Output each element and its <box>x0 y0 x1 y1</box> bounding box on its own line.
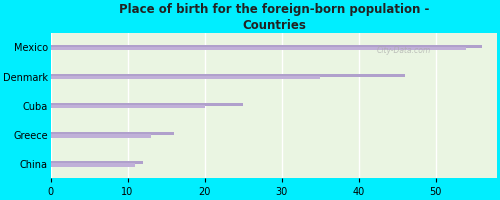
Title: Place of birth for the foreign-born population -
Countries: Place of birth for the foreign-born popu… <box>118 3 429 32</box>
Bar <box>50 163 136 167</box>
Bar <box>50 134 150 138</box>
Bar <box>50 76 320 79</box>
Bar <box>50 132 174 135</box>
Bar <box>50 45 482 48</box>
Text: City-Data.com: City-Data.com <box>376 46 431 55</box>
Bar <box>50 161 143 164</box>
Bar <box>50 74 405 77</box>
Bar <box>50 47 467 50</box>
Bar <box>50 105 204 108</box>
Bar <box>50 103 243 106</box>
